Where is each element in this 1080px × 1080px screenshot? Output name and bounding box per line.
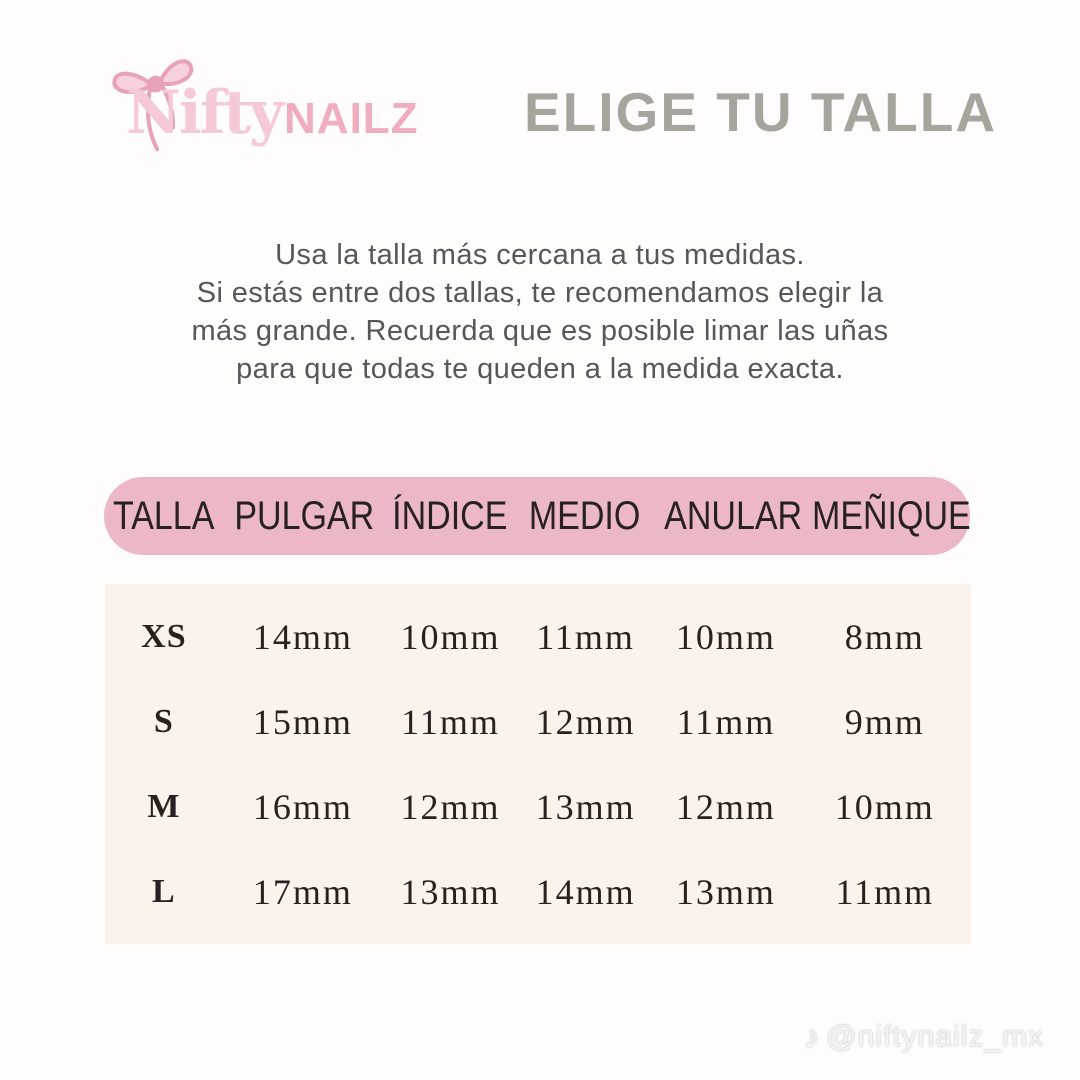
social-handle: ♪ @niftynailz_mx bbox=[803, 1020, 1044, 1054]
size-label-m: M bbox=[147, 787, 181, 825]
value-m-medio: 13mm bbox=[535, 786, 636, 827]
logo-nifty-text: Nifty bbox=[126, 78, 284, 148]
page-title: ELIGE TU TALLA bbox=[524, 81, 998, 143]
value-s-pulgar: 15mm bbox=[252, 701, 353, 742]
bow-icon bbox=[112, 59, 194, 152]
value-s-menique: 9mm bbox=[844, 701, 925, 742]
value-l-medio: 14mm bbox=[535, 871, 636, 912]
value-s-indice: 11mm bbox=[401, 701, 500, 742]
value-xs-medio: 11mm bbox=[536, 616, 635, 657]
intro-line: para que todas te queden a la medida exa… bbox=[236, 353, 844, 385]
size-table-header: TALLA PULGAR ÍNDICE MEDIO ANULAR MEÑIQUE bbox=[104, 477, 970, 555]
value-xs-anular: 10mm bbox=[675, 616, 776, 657]
tiktok-note-icon: ♪ bbox=[803, 1018, 821, 1056]
column-header-indice: ÍNDICE bbox=[392, 493, 508, 538]
social-handle-text: @niftynailz_mx bbox=[826, 1020, 1044, 1053]
size-label-l: L bbox=[152, 872, 176, 910]
intro-line: Si estás entre dos tallas, te recomendam… bbox=[196, 277, 884, 309]
size-label-s: S bbox=[153, 702, 174, 740]
value-m-menique: 10mm bbox=[834, 786, 935, 827]
value-m-pulgar: 16mm bbox=[252, 786, 353, 827]
size-table-body: XS 14mm 10mm 11mm 10mm 8mm S 15mm 11mm 1… bbox=[105, 584, 971, 944]
value-s-anular: 11mm bbox=[676, 701, 776, 742]
column-header-medio: MEDIO bbox=[528, 493, 641, 538]
column-header-menique: MEÑIQUE bbox=[811, 493, 971, 538]
value-m-indice: 12mm bbox=[400, 786, 501, 827]
brand-logo-text: NiftyNAILZ bbox=[126, 78, 419, 148]
value-s-medio: 12mm bbox=[535, 701, 636, 742]
value-l-anular: 13mm bbox=[675, 871, 776, 912]
column-header-talla: TALLA bbox=[112, 493, 215, 538]
value-l-menique: 11mm bbox=[835, 871, 935, 912]
brand-logo: NiftyNAILZ bbox=[108, 58, 418, 188]
column-header-anular: ANULAR bbox=[664, 493, 803, 538]
intro-paragraph: Usa la talla más cercana a tus medidas. … bbox=[0, 236, 1080, 388]
value-xs-menique: 8mm bbox=[844, 616, 925, 657]
value-m-anular: 12mm bbox=[675, 786, 776, 827]
intro-line: más grande. Recuerda que es posible lima… bbox=[191, 315, 889, 347]
value-xs-pulgar: 14mm bbox=[252, 616, 353, 657]
logo-nailz-text: NAILZ bbox=[284, 94, 419, 143]
column-header-pulgar: PULGAR bbox=[234, 493, 374, 538]
value-l-indice: 13mm bbox=[400, 871, 501, 912]
intro-line: Usa la talla más cercana a tus medidas. bbox=[275, 239, 805, 271]
value-l-pulgar: 17mm bbox=[252, 871, 353, 912]
value-xs-indice: 10mm bbox=[400, 616, 501, 657]
size-label-xs: XS bbox=[141, 617, 187, 655]
